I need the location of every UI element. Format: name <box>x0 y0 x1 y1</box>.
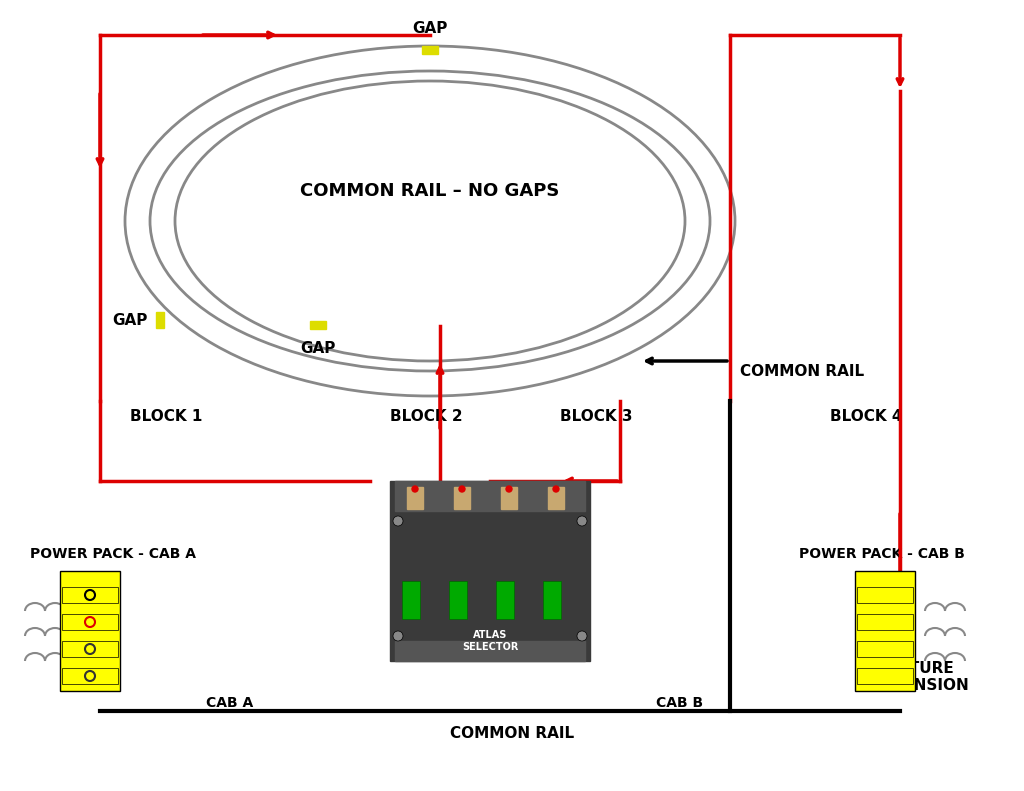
Circle shape <box>577 631 587 641</box>
Bar <box>402 581 420 619</box>
Bar <box>857 641 913 657</box>
Bar <box>496 581 514 619</box>
Text: CAB B: CAB B <box>656 696 703 710</box>
Text: COMMON RAIL: COMMON RAIL <box>740 364 864 379</box>
Circle shape <box>553 486 559 492</box>
Circle shape <box>393 516 403 526</box>
Bar <box>454 487 470 509</box>
Text: POWER PACK - CAB B: POWER PACK - CAB B <box>799 547 965 561</box>
Bar <box>156 312 164 328</box>
Text: FUTURE
EXPANSION: FUTURE EXPANSION <box>870 661 970 694</box>
Bar <box>501 487 517 509</box>
Bar <box>422 46 438 54</box>
Text: GAP: GAP <box>413 21 447 36</box>
Bar <box>548 487 564 509</box>
Bar <box>395 481 585 511</box>
Circle shape <box>459 486 465 492</box>
Bar <box>857 587 913 603</box>
Text: ATLAS
SELECTOR: ATLAS SELECTOR <box>462 630 518 652</box>
Circle shape <box>393 631 403 641</box>
Text: BLOCK 3: BLOCK 3 <box>560 408 633 423</box>
Text: CAB A: CAB A <box>207 696 254 710</box>
Text: GAP: GAP <box>113 312 148 327</box>
Bar <box>855 571 915 691</box>
Text: POWER PACK - CAB A: POWER PACK - CAB A <box>30 547 196 561</box>
Text: BLOCK 1: BLOCK 1 <box>130 408 203 423</box>
Bar <box>857 668 913 684</box>
Text: GAP: GAP <box>300 341 336 356</box>
Bar <box>62 587 118 603</box>
Bar <box>60 571 120 691</box>
Bar <box>390 481 590 661</box>
Text: BLOCK 4: BLOCK 4 <box>830 408 902 423</box>
Bar <box>543 581 561 619</box>
Bar <box>449 581 467 619</box>
Bar <box>62 614 118 630</box>
Bar <box>407 487 423 509</box>
Text: BLOCK 2: BLOCK 2 <box>390 408 463 423</box>
Circle shape <box>506 486 512 492</box>
Bar <box>395 641 585 661</box>
Circle shape <box>577 516 587 526</box>
Bar <box>62 641 118 657</box>
Bar <box>310 321 326 329</box>
Circle shape <box>412 486 418 492</box>
Text: COMMON RAIL: COMMON RAIL <box>450 726 574 741</box>
Bar <box>857 614 913 630</box>
Text: COMMON RAIL – NO GAPS: COMMON RAIL – NO GAPS <box>300 182 560 200</box>
Bar <box>62 668 118 684</box>
